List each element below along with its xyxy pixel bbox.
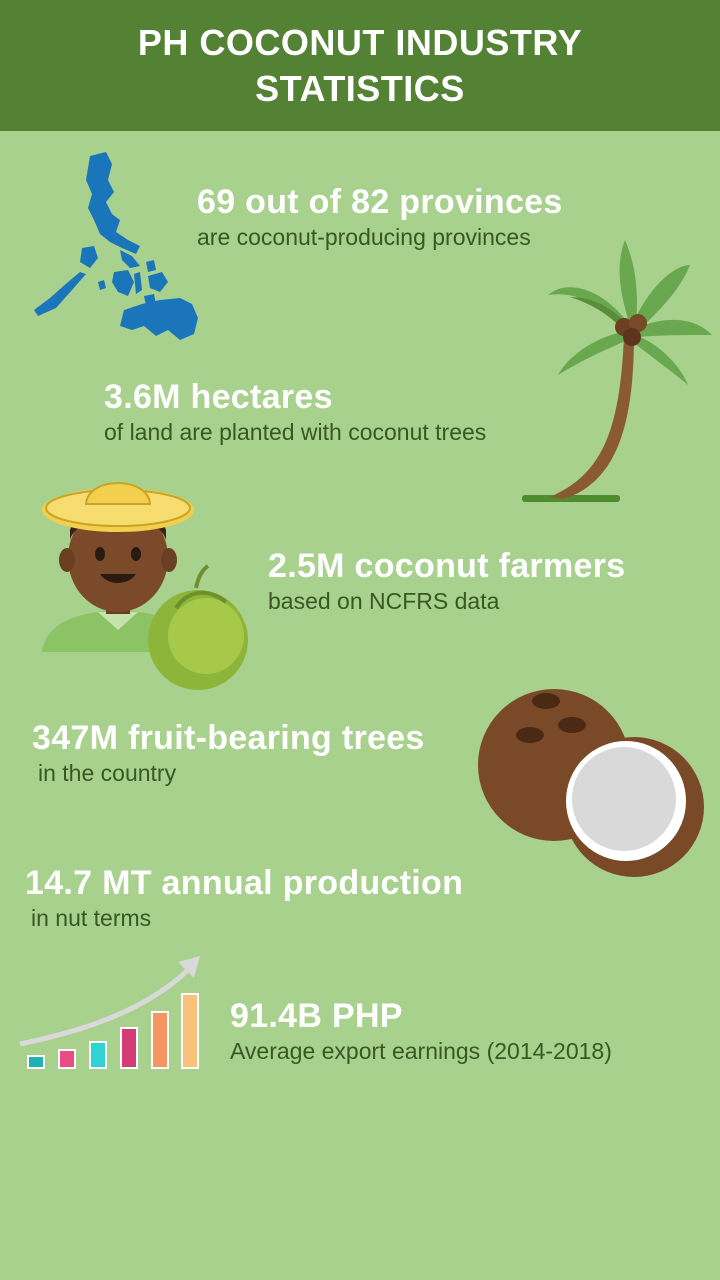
coconut-tree-icon: [520, 235, 715, 505]
page-title: PH COCONUT INDUSTRY STATISTICS: [137, 21, 583, 109]
philippines-map-icon: [28, 150, 203, 345]
stat-hectares: 3.6M hectares of land are planted with c…: [104, 377, 486, 447]
stat-export-earnings: 91.4B PHP Average export earnings (2014-…: [230, 996, 612, 1066]
stat-subtext: of land are planted with coconut trees: [104, 419, 487, 445]
stat-headline: 347M fruit-bearing trees: [32, 719, 425, 757]
header-banner: PH COCONUT INDUSTRY STATISTICS: [0, 0, 720, 131]
stat-headline: 2.5M coconut farmers: [268, 547, 626, 585]
growth-chart-icon: [18, 952, 208, 1077]
stat-subtext: in nut terms: [31, 905, 152, 931]
stat-farmers: 2.5M coconut farmers based on NCFRS data: [268, 546, 625, 616]
stat-headline: 91.4B PHP: [230, 997, 403, 1035]
stat-fruit-trees: 347M fruit-bearing trees in the country: [32, 718, 425, 788]
farmer-icon: [38, 470, 253, 700]
stat-headline: 69 out of 82 provinces: [197, 183, 563, 221]
stat-annual-production: 14.7 MT annual production in nut terms: [25, 863, 463, 933]
stat-subtext: based on NCFRS data: [268, 588, 500, 614]
stat-subtext: Average export earnings (2014-2018): [230, 1038, 612, 1064]
stat-subtext: are coconut-producing provinces: [197, 224, 531, 250]
coconut-half-icon: [476, 685, 706, 880]
stat-headline: 14.7 MT annual production: [25, 864, 464, 902]
stat-subtext: in the country: [38, 760, 177, 786]
stat-provinces: 69 out of 82 provinces are coconut-produ…: [197, 182, 563, 252]
stat-headline: 3.6M hectares: [104, 378, 333, 416]
